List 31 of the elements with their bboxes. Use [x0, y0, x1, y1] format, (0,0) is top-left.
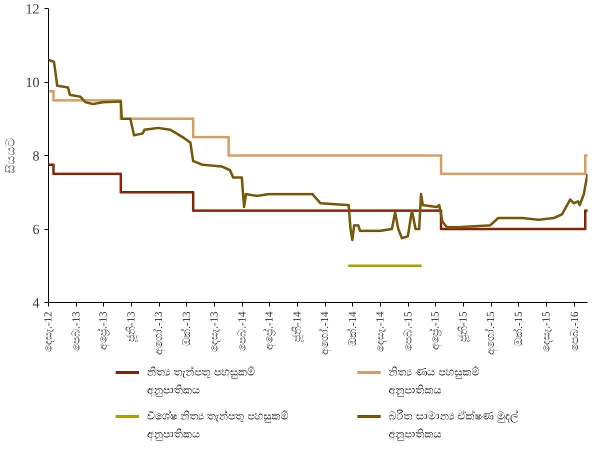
y-tick-label: 4: [32, 296, 40, 312]
legend-label: බරිත සාමාන්‍ය ඒක්ෂණ මුදල් අනුපාතිකය: [388, 408, 520, 442]
line-series: [48, 58, 588, 242]
y-tick-label: 10: [26, 76, 40, 91]
y-axis-title: සියයට: [4, 138, 18, 174]
x-tick-label: අගෝ.-14: [317, 311, 332, 355]
x-tick-label: පෙබ.-15: [402, 311, 415, 351]
legend-label: විශේෂ නිත්‍ය තැන්පතු පහසුකම් අනුපාතිකය: [146, 408, 288, 442]
y-tick-label: 6: [32, 223, 40, 238]
x-tick-label: ඔක්.-14: [344, 311, 359, 346]
x-tick-label: අප්‍රේ.-13: [96, 311, 111, 350]
x-tick-label: ජූනි-14: [291, 311, 304, 344]
x-tick-label: දෙසැ.-15: [540, 311, 553, 352]
legend-label: නිත්‍ය තැන්පතු පහසුකම් අනුපාතිකය: [146, 364, 255, 398]
x-tick-label: අගෝ.-15: [483, 311, 498, 355]
x-tick-label: පෙබ.-16: [568, 311, 581, 351]
x-tick-label: අප්‍රේ.-15: [428, 311, 443, 350]
x-tick-label: ඔක්.-15: [510, 311, 525, 346]
x-tick-label: පෙබ.-13: [70, 311, 83, 351]
x-tick-label: දෙසැ.-13: [208, 311, 221, 352]
x-tick-label: දෙසැ.-12: [42, 311, 54, 352]
y-tick-label: 12: [26, 2, 40, 18]
x-tick-label: අප්‍රේ.-14: [262, 311, 277, 350]
x-tick-label: ජූනි-15: [457, 311, 470, 344]
legend-label: නිත්‍ය ණය පහසුකම් අනුපාතිකය: [388, 366, 480, 398]
x-tick-label: දෙසැ.-14: [374, 311, 387, 352]
y-tick-label: 8: [32, 150, 40, 164]
x-tick-label: පෙබ.-14: [236, 311, 249, 351]
x-tick-label: ජූනි-13: [125, 311, 138, 344]
x-tick-label: ඔක්.-13: [178, 311, 193, 346]
x-tick-label: අගෝ.-13: [151, 311, 166, 355]
